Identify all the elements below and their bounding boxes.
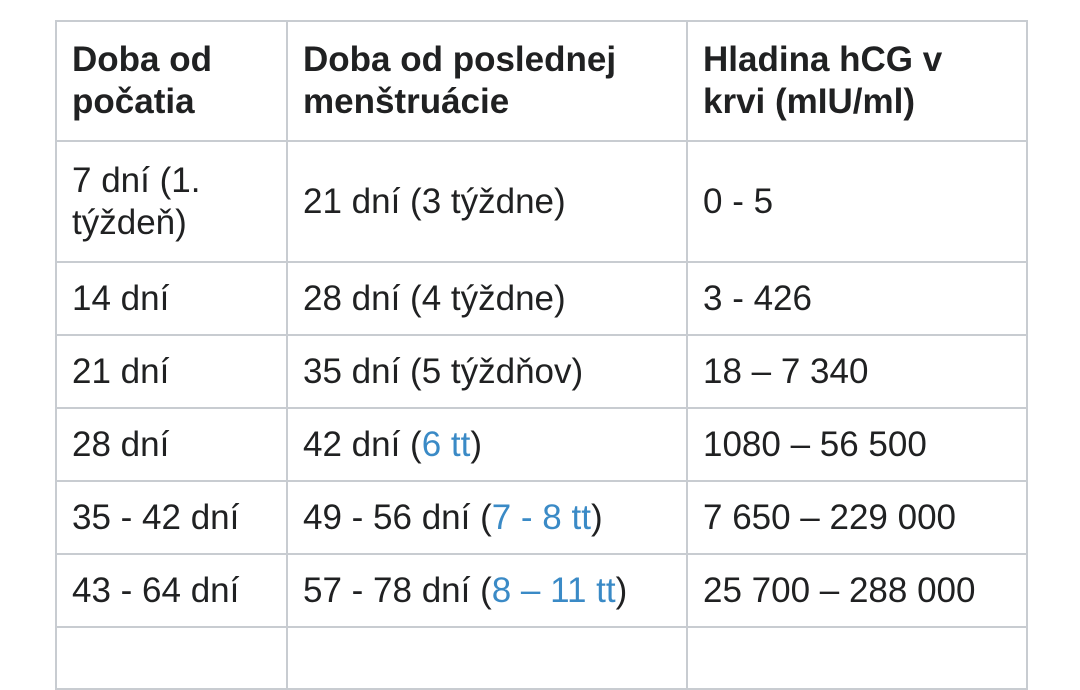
cell-text: 42 dní (	[303, 424, 422, 464]
table-row: 21 dní 35 dní (5 týždňov) 18 – 7 340	[55, 334, 1028, 409]
cell: 7 dní (1. týždeň)	[55, 140, 288, 263]
cell: 35 - 42 dní	[55, 480, 288, 555]
cell: 1080 – 56 500	[686, 407, 1028, 482]
cell-text: 57 - 78 dní (	[303, 570, 492, 610]
cell: 28 dní (4 týždne)	[286, 261, 688, 336]
cell: 25 700 – 288 000	[686, 553, 1028, 628]
cell: 0 - 5	[686, 140, 1028, 263]
table-row: 43 - 64 dní 57 - 78 dní (8 – 11 tt) 25 700…	[55, 553, 1028, 628]
cell: 18 – 7 340	[686, 334, 1028, 409]
header-cell: Doba od počatia	[55, 20, 288, 142]
cell: 21 dní	[55, 334, 288, 409]
cell: 28 dní	[55, 407, 288, 482]
page-body: {"table": { "header": ["Doba od počatia"…	[55, 20, 1028, 690]
cell: 3 - 426	[686, 261, 1028, 336]
week-link[interactable]: 6 tt	[421, 424, 471, 464]
cell: 35 dní (5 týždňov)	[286, 334, 688, 409]
cell: 42 dní (6 tt)	[286, 407, 688, 482]
cell-text: )	[470, 424, 482, 464]
cell	[686, 626, 1028, 690]
cell: 21 dní (3 týždne)	[286, 140, 688, 263]
cell: 7 650 – 229 000	[686, 480, 1028, 555]
cell	[55, 626, 288, 690]
cut-row	[55, 626, 1028, 690]
week-link[interactable]: 7 - 8 tt	[491, 497, 591, 537]
cell-text: )	[615, 570, 628, 610]
table-row: 35 - 42 dní 49 - 56 dní (7 - 8 tt) 7 650 –…	[55, 480, 1028, 555]
cell-text: 49 - 56 dní (	[303, 497, 492, 537]
cell: 14 dní	[55, 261, 288, 336]
cell: 57 - 78 dní (8 – 11 tt)	[286, 553, 688, 628]
hcg-table: Doba od počatia Doba od poslednej menštru…	[55, 20, 1028, 690]
header-cell: Hladina hCG v krvi (mIU/ml)	[686, 20, 1028, 142]
week-link[interactable]: 8 – 11 tt	[491, 570, 616, 610]
table-row: 14 dní 28 dní (4 týždne) 3 - 426	[55, 261, 1028, 336]
header-row: Doba od počatia Doba od poslednej menštru…	[55, 20, 1028, 142]
cell: 43 - 64 dní	[55, 553, 288, 628]
cell-text: )	[590, 497, 603, 537]
table-row: 7 dní (1. týždeň) 21 dní (3 týždne) 0 - 5	[55, 140, 1028, 263]
cell: 49 - 56 dní (7 - 8 tt)	[286, 480, 688, 555]
table-row: 28 dní 42 dní (6 tt) 1080 – 56 500	[55, 407, 1028, 482]
header-cell: Doba od poslednej menštruácie	[286, 20, 688, 142]
cell	[286, 626, 688, 690]
page: hCG html, body { margin: 0; padding: 0; …	[55, 20, 1028, 690]
